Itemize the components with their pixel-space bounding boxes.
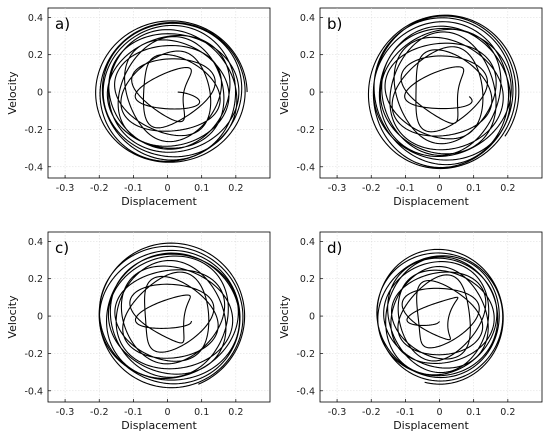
y-axis-label: Velocity: [278, 295, 291, 339]
panel-label: a): [55, 15, 70, 33]
panel-b: -0.3 -0.2 -0.1 0 0.1 0.2 0.4 0.2 0 -0.2 -0.4 Displa…: [278, 7, 543, 208]
x-axis-label: Displacement: [393, 195, 469, 208]
panel-d: -0.3 -0.2 -0.1 0 0.1 0.2 0.4 0.2 0 -0.2 -0.4 Displa…: [278, 231, 543, 432]
y-tick-label: 0.4: [300, 237, 315, 248]
x-tick-label: -0.3: [328, 183, 347, 194]
x-tick-label: 0.2: [228, 183, 243, 194]
y-tick-label: 0: [309, 88, 315, 99]
x-tick-label: -0.3: [56, 407, 75, 418]
x-tick-label: 0.1: [466, 183, 481, 194]
x-axis-label: Displacement: [121, 195, 197, 208]
y-tick-label: 0.2: [300, 274, 315, 285]
plot-frame: [47, 7, 271, 179]
y-tick-label: -0.2: [24, 349, 43, 360]
x-tick-label: -0.2: [90, 407, 109, 418]
y-tick-label: 0: [37, 312, 43, 323]
panel-label: c): [55, 239, 69, 257]
plot-frame: [319, 231, 543, 403]
x-tick-label: 0.2: [500, 183, 515, 194]
x-tick-label: -0.1: [396, 183, 415, 194]
x-tick-label: 0.2: [500, 407, 515, 418]
x-tick-label: 0.1: [194, 183, 209, 194]
phase-trajectory-line: [98, 242, 246, 389]
y-tick-label: -0.4: [296, 386, 315, 397]
x-tick-label: -0.1: [124, 407, 143, 418]
x-tick-label: 0.1: [194, 407, 209, 418]
y-tick-label: 0.4: [28, 237, 43, 248]
y-axis-label: Velocity: [6, 295, 19, 339]
y-axis-label: Velocity: [278, 71, 291, 115]
x-tick-label: -0.3: [328, 407, 347, 418]
y-tick-label: 0.2: [300, 50, 315, 61]
y-tick-label: 0: [37, 88, 43, 99]
x-tick-label: -0.1: [396, 407, 415, 418]
x-axis-label: Displacement: [121, 419, 197, 432]
x-axis-label: Displacement: [393, 419, 469, 432]
x-tick-label: 0: [437, 407, 443, 418]
phase-trajectory-line: [376, 248, 504, 385]
panel-label: d): [327, 239, 342, 257]
y-tick-label: -0.2: [24, 125, 43, 136]
x-tick-label: 0.2: [228, 407, 243, 418]
x-tick-label: -0.1: [124, 183, 143, 194]
y-tick-label: -0.4: [24, 386, 43, 397]
plot-frame: [319, 7, 543, 179]
x-tick-label: -0.3: [56, 183, 75, 194]
y-tick-label: 0: [309, 312, 315, 323]
y-tick-label: 0.4: [300, 13, 315, 24]
y-tick-label: -0.4: [296, 162, 315, 173]
x-tick-label: 0.1: [466, 407, 481, 418]
grid-lines: [320, 232, 542, 402]
y-tick-label: 0.2: [28, 50, 43, 61]
y-tick-label: -0.2: [296, 349, 315, 360]
y-axis-label: Velocity: [6, 71, 19, 115]
phase-trajectory-line: [95, 20, 248, 163]
y-tick-label: -0.2: [296, 125, 315, 136]
x-tick-label: 0: [165, 407, 171, 418]
x-tick-label: 0: [165, 183, 171, 194]
grid-lines: [48, 8, 270, 178]
phase-trajectory-line: [367, 14, 520, 170]
y-tick-label: 0.4: [28, 13, 43, 24]
y-tick-label: 0.2: [28, 274, 43, 285]
x-tick-label: -0.2: [362, 407, 381, 418]
panel-a: -0.3 -0.2 -0.1 0 0.1 0.2 0.4 0.2 0 -0.2 -0.4 Displa…: [6, 7, 271, 208]
x-tick-label: 0: [437, 183, 443, 194]
panel-label: b): [327, 15, 342, 33]
x-tick-label: -0.2: [90, 183, 109, 194]
y-tick-label: -0.4: [24, 162, 43, 173]
x-tick-label: -0.2: [362, 183, 381, 194]
panel-c: -0.3 -0.2 -0.1 0 0.1 0.2 0.4 0.2 0 -0.2 -0.4 Displa…: [6, 231, 271, 432]
